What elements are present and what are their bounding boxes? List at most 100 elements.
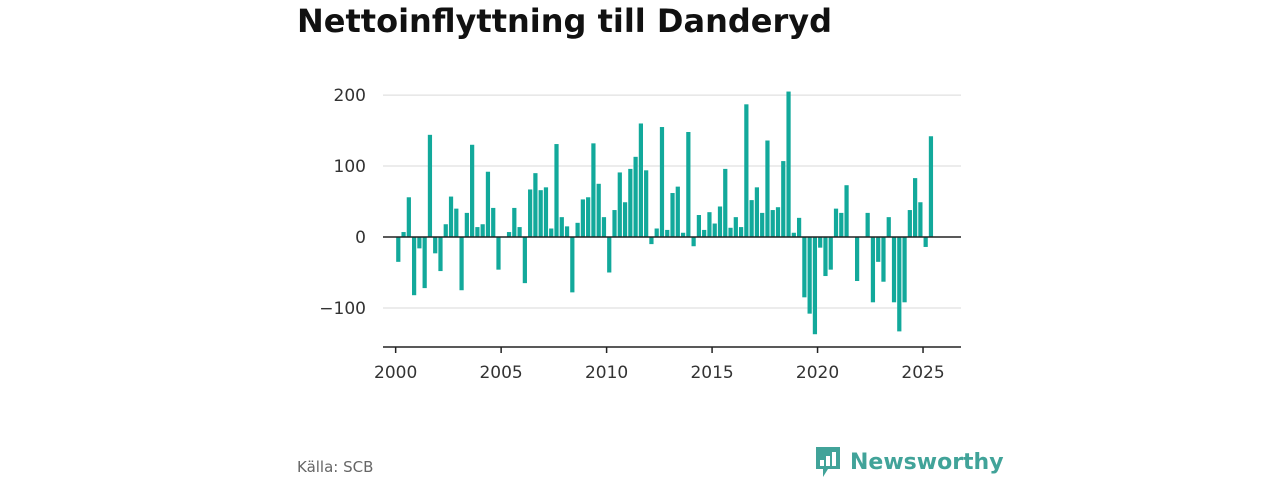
- bar: [876, 237, 881, 262]
- bar: [770, 210, 775, 238]
- bar: [881, 237, 886, 282]
- bar: [586, 197, 591, 238]
- bar: [802, 237, 807, 298]
- x-tick-label: 2015: [690, 363, 733, 383]
- bar: [680, 232, 686, 238]
- bar: [823, 237, 828, 277]
- bar: [897, 237, 902, 332]
- y-tick-labels: 200 100 0 −100: [319, 86, 366, 319]
- bar: [480, 224, 485, 238]
- bar: [396, 237, 401, 262]
- bar: [612, 210, 617, 238]
- x-tick-label: 2000: [374, 363, 417, 383]
- bar: [696, 215, 702, 238]
- y-tick-label: 100: [334, 157, 366, 177]
- bar: [686, 131, 691, 238]
- bar: [702, 229, 707, 238]
- bar: [870, 237, 876, 303]
- bar: [886, 217, 891, 238]
- bar: [464, 212, 469, 238]
- source-note: Källa: SCB: [297, 458, 374, 476]
- brand-name: Newsworthy: [850, 449, 1004, 475]
- bar: [728, 227, 733, 238]
- bar: [854, 237, 860, 282]
- bar: [575, 222, 580, 238]
- bar: [665, 229, 670, 238]
- bars: [396, 91, 934, 335]
- bar: [491, 207, 496, 238]
- bar: [633, 156, 638, 238]
- y-tick-label: −100: [319, 299, 366, 319]
- bar: [918, 202, 923, 238]
- bar: [412, 237, 417, 296]
- newsworthy-logo-icon: [816, 447, 840, 477]
- bar: [839, 212, 844, 238]
- bar: [807, 237, 812, 314]
- bar: [607, 237, 612, 273]
- bar: [401, 232, 406, 238]
- x-tick-labels: 2000 2005 2010 2015 2020 2025: [374, 363, 945, 383]
- x-tick-label: 2025: [901, 363, 944, 383]
- axes: [383, 236, 961, 353]
- bar: [675, 186, 680, 238]
- bar: [865, 212, 870, 238]
- bar: [828, 237, 833, 270]
- bar: [670, 193, 675, 238]
- bar: [717, 206, 723, 238]
- bar: [928, 136, 934, 238]
- chart-title: Nettoinflyttning till Danderyd: [297, 2, 832, 40]
- bar: [622, 202, 628, 238]
- bar: [433, 237, 438, 254]
- bar: [891, 237, 897, 303]
- x-tick-label: 2010: [585, 363, 628, 383]
- bar: [644, 170, 649, 238]
- bar: [406, 197, 411, 238]
- bar: [781, 161, 786, 238]
- bar: [559, 217, 564, 238]
- bar: [754, 187, 760, 238]
- bar: [564, 226, 570, 238]
- bar: [638, 123, 643, 238]
- bar: [786, 91, 791, 238]
- bar: [833, 208, 839, 238]
- bar: [448, 196, 454, 238]
- bar: [570, 237, 575, 293]
- bar: [528, 189, 533, 238]
- bar: [733, 217, 738, 238]
- bar: [749, 200, 754, 238]
- bar: [707, 212, 712, 238]
- bar: [549, 228, 554, 238]
- bar: [422, 237, 427, 289]
- bar: [796, 217, 802, 238]
- y-tick-label: 200: [334, 86, 366, 106]
- bar: [538, 190, 543, 238]
- bar: [649, 237, 654, 245]
- bar: [907, 210, 912, 238]
- bar: [543, 187, 549, 238]
- bar: [765, 140, 770, 238]
- bar: [923, 237, 928, 247]
- bar: [470, 144, 475, 238]
- bar: [760, 212, 765, 238]
- bar: [485, 171, 491, 238]
- bar: [533, 173, 538, 238]
- bar: [812, 237, 818, 335]
- bar: [475, 227, 480, 238]
- bar: [459, 237, 464, 291]
- bar: [691, 237, 696, 247]
- bar: [496, 237, 501, 270]
- brand-logo: Newsworthy: [814, 445, 1004, 479]
- bar: [775, 207, 781, 238]
- bar: [712, 223, 717, 238]
- bar: [522, 237, 527, 284]
- bar: [913, 178, 918, 238]
- bar: [654, 228, 659, 238]
- bar: [818, 237, 823, 248]
- bar: [738, 227, 744, 238]
- bar: [506, 232, 512, 238]
- bar: [554, 144, 559, 238]
- x-tick-label: 2005: [479, 363, 522, 383]
- x-tick-label: 2020: [796, 363, 839, 383]
- bar: [512, 207, 517, 238]
